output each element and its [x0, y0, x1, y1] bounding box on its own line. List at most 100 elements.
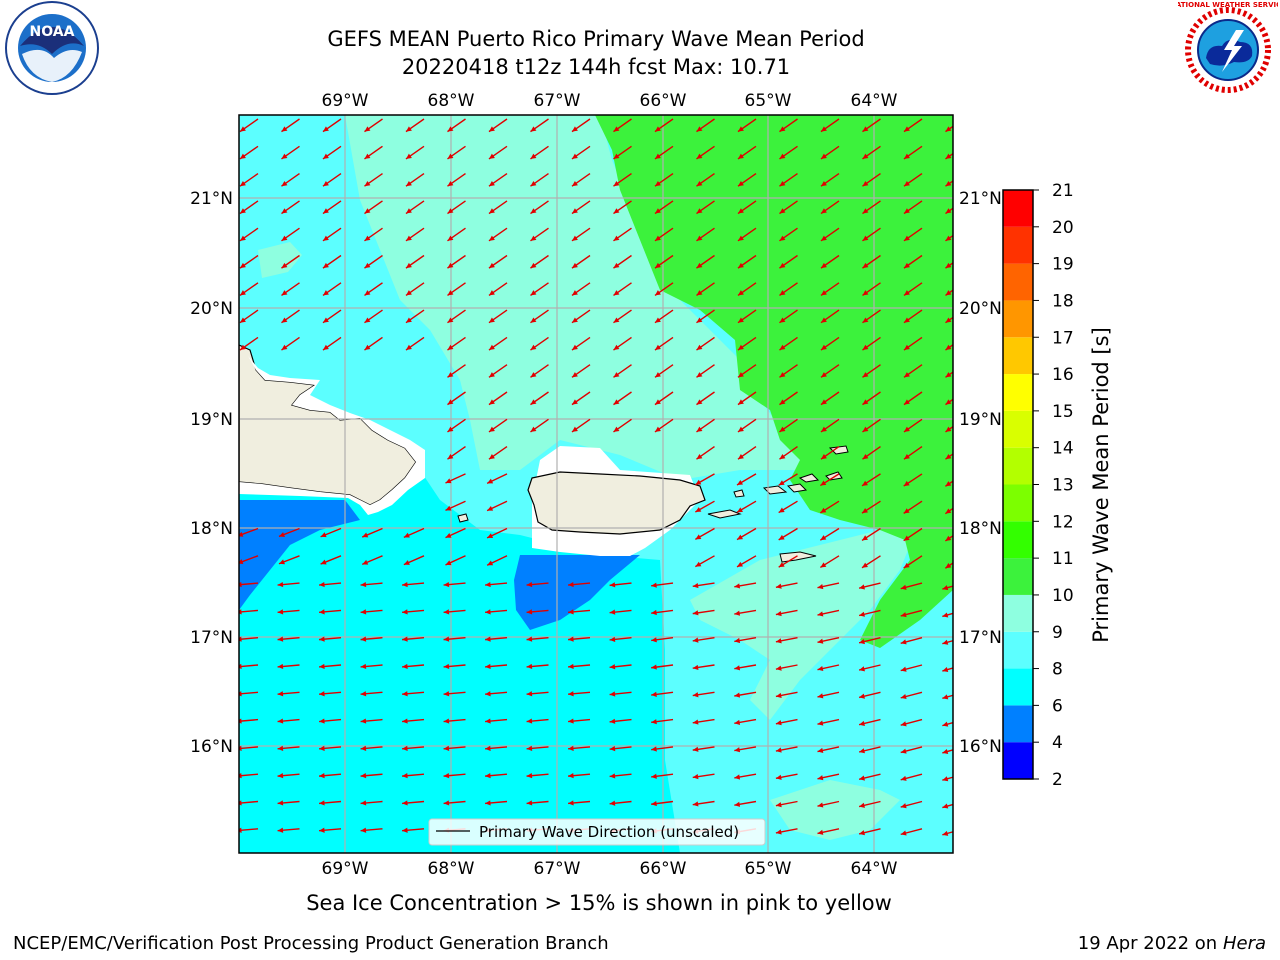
wave-arrow-head: [488, 262, 495, 269]
wave-arrow-head: [903, 453, 910, 460]
wave-arrow-head: [609, 636, 616, 643]
wave-arrow-head: [613, 426, 620, 432]
wave-arrow-head: [530, 153, 537, 159]
wave-arrow-head: [903, 317, 910, 323]
wave-arrow-head: [775, 665, 782, 671]
wave-arrow-head: [322, 208, 329, 214]
wave-arrow-head: [734, 665, 741, 671]
wave-arrow-head: [696, 372, 703, 378]
colorbar-tick-label: 12: [1052, 512, 1074, 532]
wave-arrow-head: [820, 180, 827, 187]
wave-arrow-head: [571, 262, 578, 269]
wave-arrow-head: [488, 344, 495, 351]
colorbar-label: Primary Wave Mean Period [s]: [1089, 327, 1113, 643]
wave-arrow-head: [609, 746, 616, 752]
wave-arrow-head: [278, 532, 285, 537]
wave-arrow-head: [942, 667, 949, 673]
wave-arrow-head: [405, 126, 412, 132]
wave-arrow-head: [530, 290, 537, 296]
lon-labels-bottom: 69°W 68°W 67°W 66°W 65°W 64°W: [322, 859, 898, 879]
wave-arrow-head: [737, 126, 744, 132]
wave-arrow-head: [945, 317, 952, 323]
wave-arrow-head: [568, 718, 574, 724]
wave-arrow-head: [900, 830, 907, 836]
colorbar-segment: [1003, 337, 1033, 375]
wave-arrow-head: [862, 344, 869, 351]
lat-label: 19°N: [959, 410, 1002, 430]
wave-arrow-head: [778, 480, 785, 486]
wave-arrow-head: [319, 581, 325, 588]
wave-arrow-head: [775, 747, 782, 753]
lat-label: 20°N: [190, 299, 233, 319]
wave-arrow-head: [654, 317, 661, 323]
wave-arrow-head: [903, 208, 910, 214]
wave-arrow-head: [820, 399, 827, 405]
wave-arrow-head: [239, 531, 244, 537]
lat-labels-left: 21°N 20°N 19°N 18°N 17°N 16°N: [190, 189, 233, 757]
wave-arrow-head: [817, 693, 824, 699]
wave-arrow-head: [319, 718, 325, 724]
wave-arrow-head: [402, 663, 408, 670]
lat-label: 20°N: [959, 299, 1002, 319]
wave-arrow-head: [903, 235, 910, 241]
wave-arrow-head: [281, 208, 288, 214]
wave-arrow-head: [779, 317, 786, 323]
wave-arrow-head: [820, 453, 827, 460]
wave-arrow-head: [692, 637, 699, 643]
wave-arrow-head: [737, 480, 743, 486]
wave-arrow-head: [488, 180, 495, 187]
wave-arrow-head: [571, 426, 578, 432]
wave-arrow-head: [654, 208, 661, 214]
wave-arrow-head: [900, 584, 907, 590]
colorbar: 2 4 6 8 9 10 11 12 13 14 15 16 17 18 19 20 21: [1002, 181, 1074, 790]
wave-arrow-head: [445, 478, 452, 484]
wave-arrow-head: [281, 153, 288, 159]
wave-arrow-head: [779, 126, 786, 132]
wave-arrow-head: [447, 317, 454, 323]
wave-arrow-head: [609, 582, 616, 588]
wave-arrow-head: [817, 584, 824, 590]
wave-arrow-head: [488, 453, 495, 460]
wave-arrow-head: [277, 773, 284, 779]
wave-arrow-head: [779, 180, 786, 187]
wave-arrow-head: [319, 773, 325, 779]
wave-arrow-head: [692, 801, 699, 807]
wave-arrow-head: [609, 800, 616, 806]
wave-arrow-head: [862, 153, 869, 159]
wave-arrow-head: [820, 208, 827, 214]
wave-arrow-head: [778, 562, 785, 568]
wave-arrow-head: [692, 774, 699, 780]
colorbar-tick-label: 9: [1052, 623, 1063, 643]
wave-arrow-head: [526, 691, 533, 697]
wave-arrow-head: [239, 180, 246, 187]
wave-arrow-head: [734, 692, 741, 698]
svg-text:Primary Wave Mean Period [s]: Primary Wave Mean Period [s]: [1089, 327, 1113, 643]
colorbar-segment: [1003, 558, 1033, 595]
wave-arrow-head: [695, 479, 702, 485]
wave-arrow-head: [320, 532, 327, 538]
wave-arrow-head: [526, 609, 533, 615]
colorbar-segment: [1003, 668, 1033, 706]
wave-arrow-head: [942, 776, 949, 782]
wave-arrow-head: [568, 773, 574, 779]
colorbar-segment: [1003, 263, 1033, 301]
wave-arrow-head: [862, 235, 869, 241]
wave-arrow-head: [859, 666, 865, 672]
lon-label: 68°W: [428, 859, 475, 879]
wave-arrow-head: [651, 746, 657, 752]
wave-arrow-head: [319, 745, 325, 751]
wave-arrow-head: [654, 153, 661, 159]
wave-arrow-head: [942, 585, 949, 591]
lon-label: 64°W: [851, 859, 898, 879]
wave-arrow-head: [239, 290, 246, 296]
wave-arrow-head: [239, 559, 244, 565]
wave-arrow-head: [942, 803, 949, 809]
lat-label: 17°N: [190, 628, 233, 648]
wave-arrow-head: [447, 126, 454, 132]
wave-arrow-head: [443, 773, 450, 779]
wave-arrow-head: [696, 262, 703, 269]
wave-arrow-head: [862, 372, 869, 378]
wave-arrow-head: [654, 126, 661, 132]
wave-arrow-head: [443, 636, 450, 642]
wave-arrow-head: [609, 773, 616, 779]
